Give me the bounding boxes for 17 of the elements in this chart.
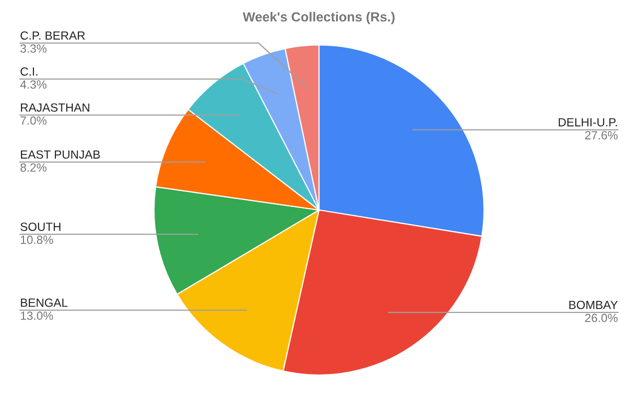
slice-label: RAJASTHAN	[20, 103, 90, 112]
slice-label: EAST PUNJAB	[20, 150, 100, 159]
data-label: 13.0%	[20, 312, 54, 320]
slice-label: BENGAL	[20, 298, 68, 307]
slice-label: SOUTH	[20, 222, 60, 231]
data-label: 4.3%	[20, 80, 46, 89]
data-label: 10.8%	[20, 236, 54, 244]
slice-label: BOMBAY	[569, 300, 618, 310]
data-label: 3.3%	[20, 44, 46, 53]
slice-label: C.P. BERAR	[20, 31, 85, 40]
data-label: 7.0%	[20, 116, 46, 125]
data-label: 27.6%	[585, 131, 618, 140]
slice-label: DELHI-U.P.	[558, 118, 617, 126]
slice-label: C.I.	[20, 67, 38, 76]
data-label: 26.0%	[585, 314, 618, 322]
chart-title: Week's Collections (Rs.)	[242, 12, 395, 24]
data-label: 8.2%	[20, 163, 46, 172]
